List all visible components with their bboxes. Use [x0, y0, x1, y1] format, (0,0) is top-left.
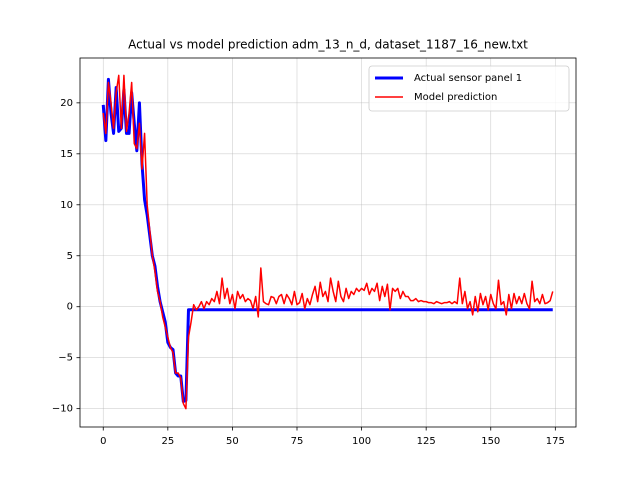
plot-lines: [101, 74, 554, 410]
legend-label: Model prediction: [414, 92, 497, 103]
plot-frame: [79, 57, 577, 428]
y-tick-label: 0: [67, 302, 73, 313]
y-tick-label: 20: [60, 98, 73, 109]
y-tick-label: 5: [67, 251, 73, 262]
x-tick-label: 175: [546, 436, 565, 447]
x-tick-label: 75: [291, 436, 304, 447]
x-tick-label: 100: [352, 436, 371, 447]
x-tick-label: 150: [481, 436, 500, 447]
x-tick-label: 0: [100, 436, 106, 447]
y-tick-label: −5: [58, 353, 73, 364]
y-tick-label: 15: [60, 149, 73, 160]
x-tick-label: 125: [417, 436, 436, 447]
x-tick-label: 50: [226, 436, 239, 447]
grid: [80, 58, 576, 427]
legend-box: [368, 65, 570, 112]
chart-title: Actual vs model prediction adm_13_n_d, d…: [128, 38, 528, 52]
y-tick-label: 10: [60, 200, 73, 211]
x-tick-label: 25: [161, 436, 174, 447]
y-tick-label: −10: [52, 404, 73, 415]
legend-label: Actual sensor panel 1: [414, 73, 522, 84]
axes: 0 25 50 75 100 125 150 175 −10 −5 0 5 10 15 20: [52, 98, 565, 447]
series-line: [102, 74, 554, 410]
legend: Actual sensor panel 1 Model prediction: [368, 65, 570, 112]
